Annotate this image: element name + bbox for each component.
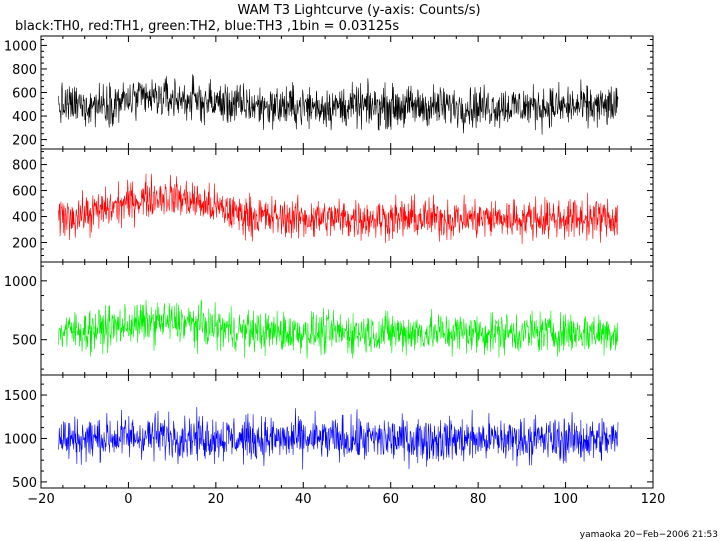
x-tick-label: 120: [641, 492, 666, 507]
x-tick-label: 60: [382, 492, 399, 507]
x-tick-label: 0: [124, 492, 132, 507]
y-tick-label: 600: [12, 185, 37, 200]
series-th2: [58, 299, 619, 359]
subtitle-segment: TH0: [53, 19, 80, 34]
y-tick-label: 800: [12, 63, 37, 78]
y-tick-label: 500: [12, 476, 37, 491]
subtitle-segment: TH2: [189, 19, 216, 34]
subtitle-segment: , red:: [80, 19, 114, 34]
y-tick-label: 400: [12, 211, 37, 226]
chart-panels: 200 400 600 800 1000 200 400 600 800 500 1000 500 10…: [4, 35, 654, 491]
panel-th0: 200 400 600 800 1000: [4, 35, 654, 150]
series-th0: [58, 74, 619, 135]
panel-frame: [40, 261, 654, 376]
subtitle-segment: ,1bin = 0.03125s: [283, 19, 400, 34]
x-tick-label: 20: [208, 492, 225, 507]
subtitle-segment: , green:: [140, 19, 190, 34]
y-tick-label: 1000: [4, 432, 37, 447]
subtitle-segment: black:: [15, 19, 54, 34]
footer-timestamp: yamaoka 20−Feb−2006 21:53: [580, 530, 718, 540]
y-tick-label: 1000: [4, 39, 37, 54]
y-tick-label: 400: [12, 110, 37, 125]
y-tick-label: 200: [12, 237, 37, 252]
y-tick-label: 800: [12, 159, 37, 174]
panel-th2: 500 1000: [4, 261, 654, 376]
series-th3: [58, 407, 619, 470]
panel-th3: 500 1000 1500: [4, 374, 654, 491]
panel-frame: [40, 148, 654, 263]
subtitle-segment: , blue:: [216, 19, 257, 34]
series-th1: [58, 173, 619, 245]
chart-title: WAM T3 Lightcurve (y-axis: Counts/s): [237, 3, 480, 18]
y-tick-label: 500: [12, 334, 37, 349]
panel-th1: 200 400 600 800: [12, 148, 654, 263]
x-tick-label: 100: [553, 492, 578, 507]
chart-subtitle: black:TH0, red:TH1, green:TH2, blue:TH3 …: [15, 19, 399, 34]
y-tick-label: 1500: [4, 389, 37, 404]
subtitle-segment: TH1: [113, 19, 140, 34]
subtitle-segment: TH3: [256, 19, 283, 34]
x-tick-label: 40: [295, 492, 312, 507]
y-tick-label: 600: [12, 87, 37, 102]
y-tick-label: 1000: [4, 275, 37, 290]
x-axis: −20 0 20 40 60 80 100 120: [27, 492, 665, 507]
x-tick-label: −20: [27, 492, 54, 507]
x-tick-label: 80: [470, 492, 487, 507]
y-tick-label: 200: [12, 134, 37, 149]
